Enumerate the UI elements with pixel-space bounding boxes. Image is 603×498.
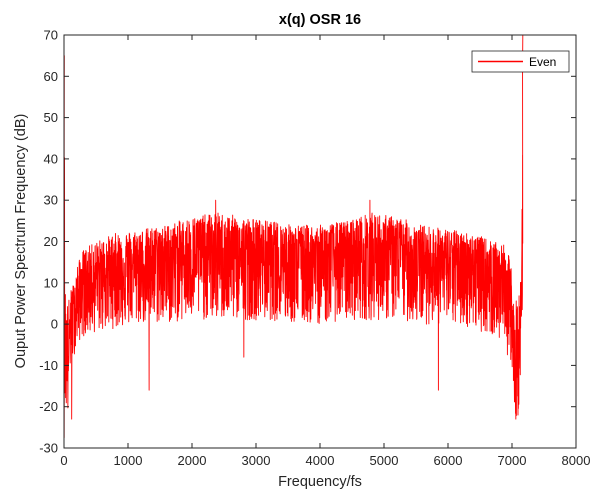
x-tick-label: 7000	[498, 453, 527, 468]
y-tick-label: 10	[44, 275, 58, 290]
x-tick-label: 0	[60, 453, 67, 468]
series-line-even	[63, 34, 524, 439]
y-tick-label: 0	[51, 317, 58, 332]
x-tick-label: 8000	[562, 453, 591, 468]
chart-title: x(q) OSR 16	[279, 12, 361, 28]
legend-label-even: Even	[529, 55, 556, 69]
y-axis-label: Ouput Power Spectrum Frequency (dB)	[13, 114, 29, 369]
y-tick-label: 50	[44, 110, 58, 125]
y-tick-label: -30	[39, 441, 58, 456]
x-axis: 0 1000 2000 3000 4000 5000 6000 7000 8000	[60, 35, 590, 468]
y-tick-label: -20	[39, 399, 58, 414]
y-tick-label: 30	[44, 193, 58, 208]
x-tick-label: 3000	[242, 453, 271, 468]
x-axis-label: Frequency/fs	[278, 474, 362, 490]
y-tick-label: -10	[39, 358, 58, 373]
series-layer	[63, 34, 524, 439]
x-tick-label: 6000	[434, 453, 463, 468]
y-tick-label: 20	[44, 234, 58, 249]
x-tick-label: 2000	[178, 453, 207, 468]
y-axis: -30 -20 -10 0 10 20 30 40 50 60 70	[39, 28, 576, 456]
x-tick-label: 5000	[370, 453, 399, 468]
x-tick-label: 4000	[306, 453, 335, 468]
legend[interactable]: Even	[471, 50, 570, 73]
y-tick-label: 60	[44, 69, 58, 84]
x-tick-label: 1000	[114, 453, 143, 468]
y-tick-label: 40	[44, 151, 58, 166]
y-tick-label: 70	[44, 28, 58, 43]
